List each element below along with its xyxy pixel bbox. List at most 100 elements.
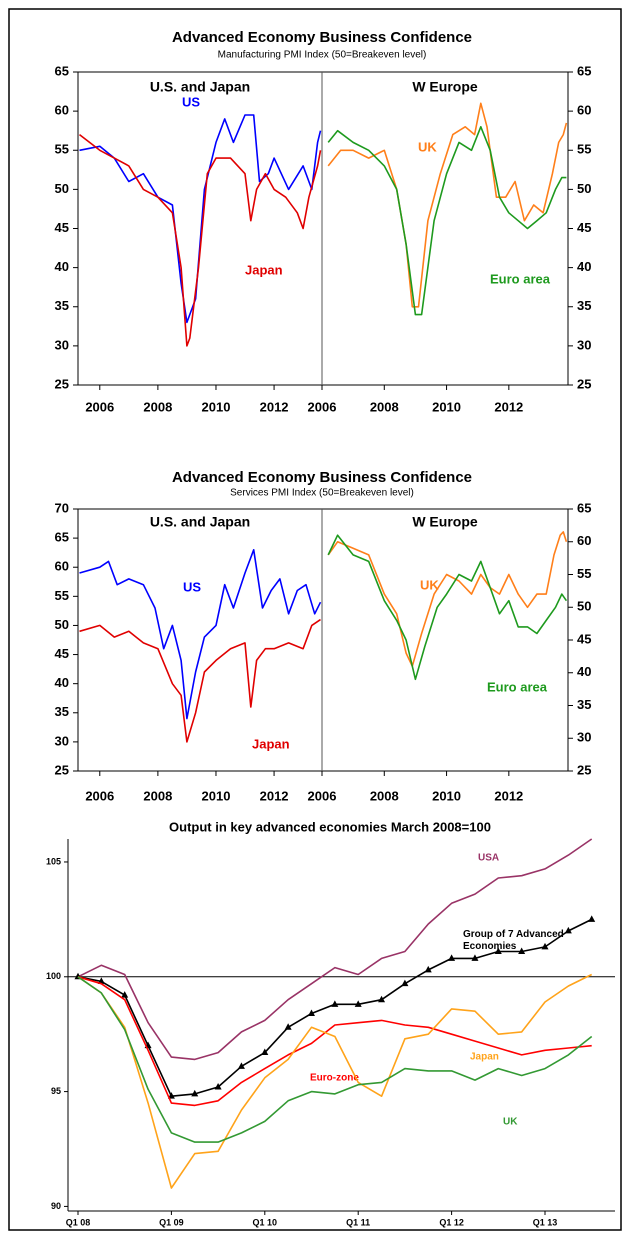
y-tick-label: 60 [55, 559, 69, 574]
x-tick-label: 2012 [260, 399, 289, 414]
series-label: Japan [470, 1052, 499, 1063]
point-marker [284, 1023, 292, 1030]
point-marker [191, 1089, 199, 1097]
y2-tick-label: 35 [577, 298, 591, 313]
y-tick-label: 30 [55, 337, 69, 352]
series-line [79, 133, 322, 347]
y2-tick-label: 40 [577, 259, 591, 274]
point-marker [448, 954, 456, 961]
x-tick-label: 2012 [494, 399, 523, 414]
point-marker [471, 954, 479, 961]
y-tick-label: 30 [55, 733, 69, 748]
y-tick-label: 65 [55, 530, 69, 545]
x-tick-label: 2008 [143, 399, 172, 414]
y2-tick-label: 50 [577, 599, 591, 614]
series-line [77, 838, 593, 1061]
point-marker [494, 947, 502, 955]
y2-tick-label: 65 [577, 63, 591, 78]
x-tick-label: 2012 [494, 788, 523, 803]
point-marker [331, 1000, 339, 1007]
chart-subtitle: Services PMI Index (50=Breakeven level) [230, 488, 414, 499]
y-tick-label: 55 [55, 588, 69, 603]
series-label: US [182, 94, 200, 109]
series-label: US [183, 579, 201, 594]
y-tick-label: 95 [51, 1086, 61, 1096]
point-marker [354, 1000, 362, 1007]
y-tick-label: 40 [55, 259, 69, 274]
x-tick-label: Q1 10 [253, 1217, 278, 1227]
y2-tick-label: 45 [577, 631, 591, 646]
series-label: Euro area [490, 271, 551, 286]
frame [8, 8, 622, 1231]
chart-title: Advanced Economy Business Confidence [172, 29, 472, 46]
x-tick-label: 2008 [370, 399, 399, 414]
y2-tick-label: 25 [577, 376, 591, 391]
y2-tick-label: 60 [577, 103, 591, 118]
series-label: UK [420, 577, 439, 592]
y-tick-label: 55 [55, 142, 69, 157]
series-label: Japan [245, 262, 283, 277]
y2-tick-label: 30 [577, 730, 591, 745]
y-tick-label: 35 [55, 298, 69, 313]
y2-tick-label: 25 [577, 762, 591, 777]
y-tick-label: 90 [51, 1201, 61, 1211]
y-tick-label: 25 [55, 376, 69, 391]
y-tick-label: 60 [55, 103, 69, 118]
series-line [79, 618, 321, 743]
point-marker [588, 915, 596, 922]
x-tick-label: 2006 [308, 788, 337, 803]
series-label: Euro area [487, 679, 548, 694]
y-tick-label: 35 [55, 704, 69, 719]
series-label: Euro-zone [310, 1073, 359, 1084]
x-tick-label: 2008 [143, 788, 172, 803]
point-marker [308, 1009, 315, 1017]
panel-title: W Europe [412, 514, 478, 530]
series-label-text: Group of 7 Advanced Economies [463, 929, 564, 952]
y-tick-label: 40 [55, 675, 69, 690]
y2-tick-label: 65 [577, 500, 591, 515]
series-line [77, 976, 592, 1107]
series-line [77, 976, 593, 1143]
point-marker [97, 977, 105, 984]
point-marker [401, 979, 409, 987]
point-marker [237, 1062, 245, 1069]
y-tick-label: 50 [55, 181, 69, 196]
series-label: USA [478, 853, 499, 864]
x-tick-label: Q1 09 [159, 1217, 184, 1227]
y-tick-label: 25 [55, 762, 69, 777]
chart-title: Output in key advanced economies March 2… [169, 819, 491, 834]
y2-tick-label: 50 [577, 181, 591, 196]
y2-tick-label: 40 [577, 664, 591, 679]
panel-title: W Europe [412, 79, 478, 95]
y-tick-label: 105 [46, 856, 61, 866]
panel-title: U.S. and Japan [150, 514, 250, 530]
series-line [77, 973, 593, 1189]
point-marker [518, 947, 526, 955]
x-tick-label: 2010 [202, 399, 231, 414]
series-line [327, 102, 568, 308]
y2-tick-label: 35 [577, 697, 591, 712]
y-tick-label: 70 [55, 500, 69, 515]
series-line [327, 531, 568, 667]
panel-title: U.S. and Japan [150, 79, 250, 95]
x-tick-label: 2006 [85, 788, 114, 803]
y-tick-label: 100 [46, 971, 61, 981]
series-line [327, 126, 567, 316]
x-tick-label: 2012 [260, 788, 289, 803]
x-tick-label: Q1 12 [439, 1217, 464, 1227]
point-marker [564, 926, 572, 934]
x-tick-label: 2006 [308, 399, 337, 414]
series-label: UK [418, 139, 437, 154]
point-marker [378, 995, 386, 1003]
x-tick-label: 2010 [432, 399, 461, 414]
x-tick-label: 2010 [432, 788, 461, 803]
chart-title: Advanced Economy Business Confidence [172, 469, 472, 486]
point-marker [121, 991, 129, 998]
point-marker [541, 942, 549, 950]
y2-tick-label: 55 [577, 566, 591, 581]
x-tick-label: Q1 08 [66, 1217, 91, 1227]
x-tick-label: 2008 [370, 788, 399, 803]
series-line [79, 549, 322, 720]
x-tick-label: Q1 13 [533, 1217, 558, 1227]
